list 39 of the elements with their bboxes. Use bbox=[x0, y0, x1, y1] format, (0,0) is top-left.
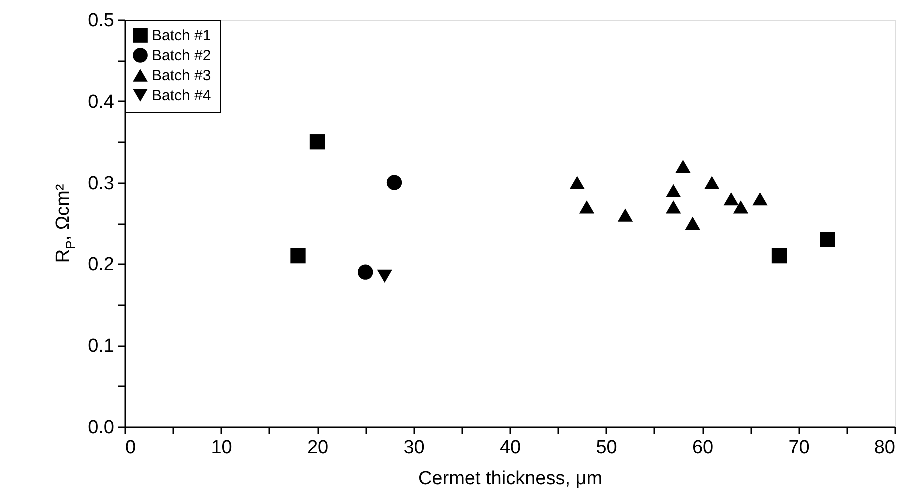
x-axis-title: Cermet thickness, μm bbox=[418, 468, 603, 490]
x-tick-label: 40 bbox=[500, 438, 522, 458]
point bbox=[377, 270, 392, 283]
y-tick-label: 0.0 bbox=[88, 418, 114, 438]
point bbox=[666, 184, 682, 198]
point bbox=[704, 176, 720, 190]
y-tick-label: 0.4 bbox=[88, 92, 115, 113]
x-tick-label: 10 bbox=[211, 438, 232, 458]
x-tick-label: 50 bbox=[596, 438, 618, 458]
x-tick-label: 60 bbox=[692, 438, 714, 458]
point bbox=[676, 160, 691, 174]
point bbox=[772, 248, 788, 264]
point bbox=[618, 208, 634, 222]
x-tick-label: 70 bbox=[788, 438, 810, 458]
x-tick-label: 30 bbox=[404, 438, 425, 458]
legend-label: Batch #1 bbox=[152, 28, 212, 44]
legend-label: Batch #3 bbox=[152, 68, 212, 84]
y-tick-label: 0.3 bbox=[88, 173, 114, 194]
x-tick-label: 20 bbox=[307, 438, 329, 458]
point bbox=[666, 200, 682, 214]
point bbox=[290, 248, 306, 264]
x-tick-label: 80 bbox=[874, 438, 896, 458]
y-tick-label: 0.5 bbox=[88, 10, 114, 32]
point bbox=[820, 232, 836, 248]
point bbox=[579, 200, 595, 214]
point bbox=[570, 176, 585, 190]
point bbox=[358, 264, 374, 280]
point bbox=[724, 192, 739, 206]
point bbox=[685, 216, 700, 230]
point bbox=[386, 175, 402, 190]
point bbox=[310, 134, 326, 150]
x-tick-label: 0 bbox=[126, 438, 136, 458]
point bbox=[752, 192, 768, 206]
legend-label: Batch #4 bbox=[152, 88, 212, 104]
legend-label: Batch #2 bbox=[152, 48, 212, 64]
y-axis-title: RP, Ωcm² bbox=[53, 184, 78, 264]
y-tick-label: 0.1 bbox=[88, 336, 114, 358]
y-tick-label: 0.2 bbox=[88, 254, 114, 276]
point bbox=[733, 200, 749, 214]
